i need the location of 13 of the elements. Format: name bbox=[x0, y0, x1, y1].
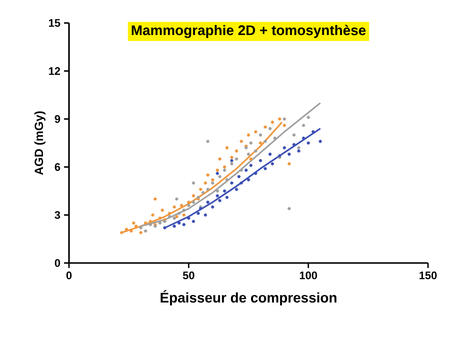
y-axis-title: AGD (mGy) bbox=[34, 111, 46, 175]
y-tick-label: 15 bbox=[49, 19, 60, 27]
chart-title: Mammographie 2D + tomosynthèse bbox=[132, 24, 366, 38]
y-tick-label: 3 bbox=[54, 211, 60, 219]
y-tick-label: 0 bbox=[54, 259, 60, 267]
x-tick-label: 100 bbox=[300, 272, 318, 280]
x-tick-label: 150 bbox=[420, 272, 437, 280]
x-tick-label: 50 bbox=[182, 272, 194, 280]
y-tick-label: 9 bbox=[54, 115, 60, 123]
x-axis-title: Épaisseur de compression bbox=[160, 290, 336, 306]
y-tick-label: 12 bbox=[49, 67, 60, 75]
x-tick-label: 0 bbox=[66, 272, 72, 280]
y-tick-label: 6 bbox=[54, 163, 60, 171]
